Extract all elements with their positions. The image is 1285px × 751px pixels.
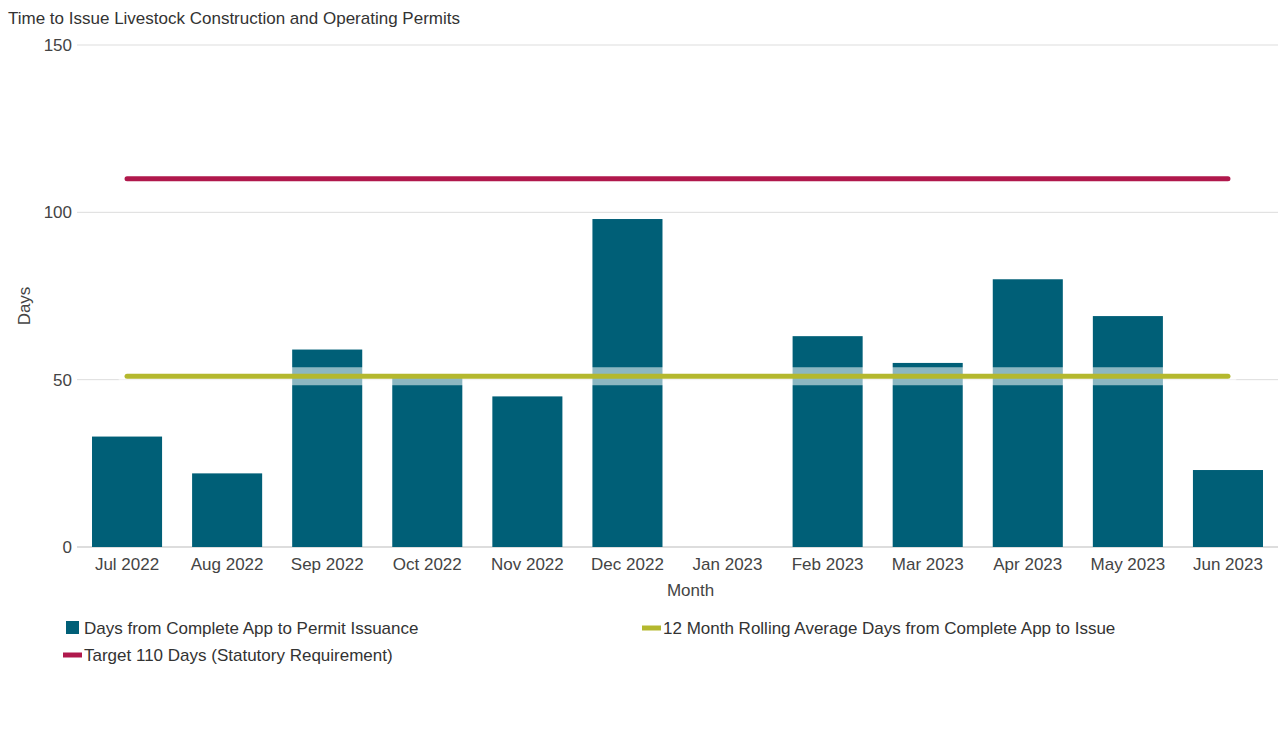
x-tick-label: Dec 2022 bbox=[591, 555, 664, 574]
x-tick-label: Apr 2023 bbox=[993, 555, 1062, 574]
line bbox=[127, 374, 1228, 379]
line-halo bbox=[127, 367, 1228, 385]
legend-label: 12 Month Rolling Average Days from Compl… bbox=[663, 619, 1115, 638]
y-axis-label: Days bbox=[15, 287, 34, 326]
y-tick-label: 0 bbox=[63, 538, 72, 557]
bar bbox=[92, 437, 162, 547]
bar bbox=[1093, 316, 1163, 547]
x-tick-label: Mar 2023 bbox=[892, 555, 964, 574]
x-tick-label: Oct 2022 bbox=[393, 555, 462, 574]
x-tick-label: Nov 2022 bbox=[491, 555, 564, 574]
x-tick-label: Aug 2022 bbox=[191, 555, 264, 574]
bar bbox=[392, 376, 462, 547]
bar bbox=[893, 363, 963, 547]
bar bbox=[993, 279, 1063, 547]
bar bbox=[492, 396, 562, 547]
line bbox=[127, 176, 1228, 181]
grid-line bbox=[77, 45, 1278, 46]
legend-swatch bbox=[642, 626, 661, 631]
x-tick-label: Jan 2023 bbox=[693, 555, 763, 574]
x-axis-label: Month bbox=[667, 581, 714, 600]
bar bbox=[192, 473, 262, 547]
y-tick-label: 150 bbox=[44, 36, 72, 55]
x-tick-label: May 2023 bbox=[1091, 555, 1166, 574]
bar bbox=[1193, 470, 1263, 547]
line-halo bbox=[127, 170, 1228, 188]
x-tick-label: Feb 2023 bbox=[792, 555, 864, 574]
legend-label: Days from Complete App to Permit Issuanc… bbox=[84, 619, 418, 638]
grid-line bbox=[77, 212, 1278, 213]
legend-swatch bbox=[66, 621, 79, 634]
x-tick-label: Sep 2022 bbox=[291, 555, 364, 574]
legend-label: Target 110 Days (Statutory Requirement) bbox=[84, 646, 393, 665]
y-tick-label: 50 bbox=[53, 371, 72, 390]
x-tick-label: Jul 2022 bbox=[95, 555, 159, 574]
title: Time to Issue Livestock Construction and… bbox=[8, 9, 460, 28]
y-tick-label: 100 bbox=[44, 203, 72, 222]
plot-marks bbox=[92, 179, 1263, 547]
legend-swatch bbox=[63, 653, 82, 658]
chart: Time to Issue Livestock Construction and… bbox=[0, 0, 1285, 751]
x-tick-label: Jun 2023 bbox=[1193, 555, 1263, 574]
